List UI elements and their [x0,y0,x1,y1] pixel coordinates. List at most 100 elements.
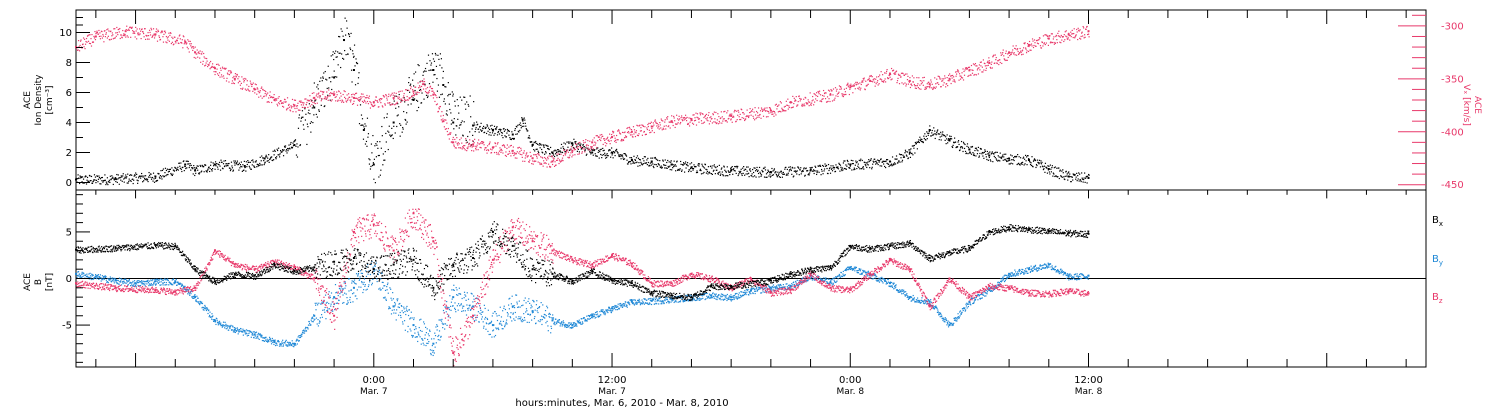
density-sample [229,169,232,172]
velocity-sample [280,102,283,105]
density-sample [236,162,238,164]
velocity-sample [1013,52,1015,54]
density-sample [918,139,920,141]
by-sample [351,293,354,295]
velocity-sample [626,127,628,130]
density-sample [695,171,698,174]
density-sample [756,166,758,169]
by-sample [212,319,214,321]
velocity-sample [599,138,601,141]
velocity-sample [897,73,900,75]
density-sample [723,166,725,168]
velocity-sample [201,51,203,53]
velocity-sample [1016,49,1018,51]
density-sample [579,145,581,147]
density-sample [592,149,594,151]
density-sample [827,163,830,166]
density-sample [430,62,433,64]
density-point [591,151,594,154]
velocity-sample [388,93,390,95]
density-sample [116,181,118,184]
velocity-sample [448,133,450,135]
density-sample [872,160,874,162]
velocity-sample [1075,34,1077,36]
density-sample [599,149,601,151]
density-sample [610,156,612,158]
velocity-sample [114,28,116,30]
velocity-sample [873,78,875,80]
velocity-sample [148,29,151,31]
density-sample [197,169,199,171]
velocity-sample [828,98,830,100]
density-sample [89,175,91,177]
velocity-sample [514,153,516,155]
velocity-sample [632,136,634,138]
velocity-sample [398,96,400,98]
velocity-sample [483,144,485,146]
velocity-sample [278,103,281,105]
velocity-sample [974,73,976,76]
density-sample [281,149,284,151]
density-sample [232,169,235,171]
density-sample [476,121,478,123]
velocity-sample [166,42,168,44]
by-sample [194,295,196,298]
density-sample [634,158,636,161]
density-sample [495,127,498,129]
density-sample [580,148,582,150]
density-sample [730,167,732,169]
by-sample [342,288,345,290]
density-sample [779,176,781,178]
velocity-sample [696,116,698,118]
density-sample [153,178,155,180]
density-sample [330,55,332,57]
density-sample [352,53,354,55]
density-sample [165,175,167,177]
velocity-sample [358,100,361,102]
density-sample [557,151,559,153]
velocity-sample [167,36,170,38]
velocity-sample [264,89,266,92]
velocity-sample [1057,35,1059,37]
velocity-sample [106,37,108,39]
velocity-sample [236,74,239,76]
velocity-sample [956,70,958,73]
density-sample [1004,158,1006,160]
velocity-sample [770,110,773,112]
velocity-sample [291,106,293,108]
by-sample [237,333,239,335]
velocity-sample [80,39,82,41]
density-sample [796,173,798,175]
by-sample [104,275,106,277]
velocity-sample [871,80,873,82]
velocity-sample [963,70,965,73]
velocity-sample [458,143,460,145]
velocity-sample [695,124,698,126]
velocity-sample [499,149,502,151]
density-sample [982,155,984,157]
density-sample [627,161,630,164]
by-sample [195,299,197,301]
density-sample [695,166,697,168]
velocity-sample [626,131,629,134]
velocity-sample [1014,47,1016,49]
density-sample [307,126,309,128]
density-sample [820,168,823,171]
velocity-sample [1088,33,1090,35]
density-sample [667,165,669,168]
velocity-sample [382,106,384,108]
velocity-sample [602,135,604,137]
velocity-sample [1058,35,1060,37]
velocity-sample [363,95,365,98]
by-sample [172,284,174,286]
density-sample [146,179,148,181]
density-sample [998,156,1000,158]
velocity-sample [209,62,211,64]
density-sample [396,125,398,128]
density-point [472,124,475,127]
velocity-sample [1026,43,1029,45]
density-sample [621,155,624,157]
density-sample [953,137,956,139]
velocity-sample [230,72,233,74]
density-sample [140,177,142,179]
